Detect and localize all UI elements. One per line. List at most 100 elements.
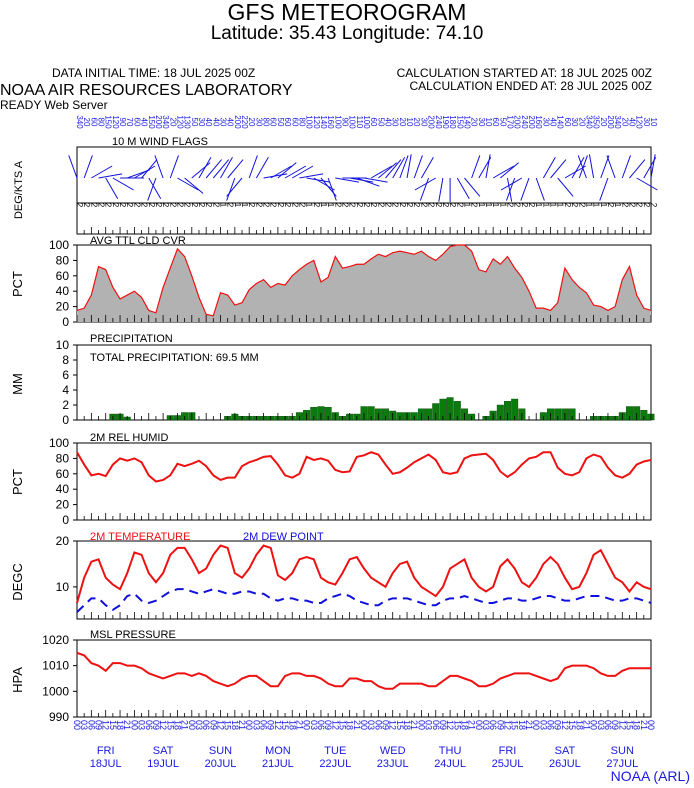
- y-tick-label-cloud-1: 20: [56, 300, 70, 314]
- wind-flag-32: [306, 177, 331, 183]
- x-hour-label-36: 12: [330, 720, 340, 730]
- calculation-started: CALCULATION STARTED AT: 18 JUL 2025 00Z: [396, 66, 652, 80]
- x-hour-label-31: 21: [294, 720, 304, 730]
- x-hour-label-71: 21: [581, 720, 591, 730]
- wind-speed-label-72: 1: [592, 203, 601, 208]
- x-hour-label-54: 18: [459, 720, 469, 730]
- x-hour-label-45: 15: [395, 720, 405, 730]
- wind-direction-label-18: 40: [204, 118, 213, 127]
- x-hour-label-57: 03: [481, 720, 491, 730]
- location-subtitle: Latitude: 35.43 Longitude: 74.10: [210, 23, 484, 44]
- wind-direction-label-55: 20: [470, 118, 479, 127]
- x-hour-label-3: 09: [94, 720, 104, 730]
- x-hour-label-65: 03: [538, 720, 548, 730]
- x-hour-label-4: 12: [101, 720, 111, 730]
- cloud-ylabel: PCT: [10, 271, 25, 297]
- wind-speed-label-1: 2: [82, 203, 91, 208]
- wind-speed-label-64: 1: [534, 203, 543, 208]
- x-hour-label-5: 15: [108, 720, 118, 730]
- wind-speed-label-58: 1: [491, 203, 500, 208]
- wind-speed-label-69: 2: [570, 203, 579, 208]
- wind-direction-label-80: 10: [649, 118, 658, 127]
- wind-speed-label-26: 2: [262, 203, 271, 208]
- wind-flag-77: [629, 159, 646, 179]
- wind-flag-78: [636, 177, 658, 191]
- wind-speed-label-12: 2: [161, 203, 170, 208]
- wind-direction-label-63: 200: [527, 115, 536, 129]
- wind-direction-label-10: 150: [147, 115, 156, 129]
- x-hour-label-56: 00: [474, 720, 484, 730]
- wind-direction-label-59: 50: [498, 118, 507, 127]
- x-hour-label-59: 09: [495, 720, 505, 730]
- wind-speed-label-53: 2: [455, 203, 464, 208]
- wind-direction-label-53: 150: [455, 115, 464, 129]
- day-date-2: 20JUL: [205, 758, 237, 770]
- wind-flag-18: [205, 159, 222, 179]
- day-date-7: 25JUL: [492, 758, 524, 770]
- wind-speed-label-71: 1: [584, 203, 593, 208]
- x-hour-label-41: 03: [366, 720, 376, 730]
- wind-speed-label-18: 2: [204, 203, 213, 208]
- x-hour-label-60: 12: [503, 720, 513, 730]
- y-tick-label-precip-1: 2: [62, 398, 69, 412]
- wind-flag-12: [154, 155, 164, 179]
- wind-flag-44: [392, 156, 406, 179]
- wind-flag-64: [535, 177, 545, 201]
- wind-flag-11: [147, 177, 157, 201]
- wind-flag-47: [413, 155, 423, 179]
- x-hour-label-49: 03: [424, 720, 434, 730]
- wind-flag-33: [313, 177, 335, 191]
- x-hour-label-13: 15: [165, 720, 175, 730]
- x-hour-label-67: 09: [553, 720, 563, 730]
- precip-panel-title: PRECIPITATION: [90, 333, 173, 345]
- wind-direction-label-66: 40: [549, 118, 558, 127]
- day-of-week-6: THU: [439, 745, 462, 757]
- wind-flag-41: [370, 165, 393, 179]
- day-of-week-2: SUN: [209, 745, 232, 757]
- wind-direction-label-33: 120: [312, 115, 321, 129]
- day-of-week-9: SUN: [611, 745, 634, 757]
- wind-flag-27: [270, 165, 292, 179]
- wind-direction-label-13: 20: [168, 118, 177, 127]
- wind-speed-label-48: 2: [419, 203, 428, 208]
- wind-speed-label-17: 2: [197, 203, 206, 208]
- y-tick-label-precip-0: 0: [62, 413, 69, 427]
- wind-flag-63: [520, 177, 530, 201]
- pressure-ylabel: HPA: [10, 667, 25, 693]
- wind-flag-25: [255, 156, 269, 179]
- x-hour-label-55: 21: [467, 720, 477, 730]
- wind-speed-label-73: 1: [599, 203, 608, 208]
- x-hour-label-20: 12: [216, 720, 226, 730]
- x-hour-label-47: 21: [409, 720, 419, 730]
- x-hour-label-26: 06: [259, 720, 269, 730]
- wind-direction-label-36: 100: [333, 115, 342, 129]
- dewpoint-legend: 2M DEW POINT: [243, 531, 324, 543]
- wind-direction-label-47: 20: [412, 118, 421, 127]
- wind-speed-label-5: 2: [111, 203, 120, 208]
- wind-flag-65: [542, 156, 556, 179]
- wind-speed-label-31: 2: [297, 203, 306, 208]
- wind-speed-label-23: 1: [240, 203, 249, 208]
- wind-direction-label-52: 180: [448, 115, 457, 129]
- wind-flag-10: [148, 177, 162, 200]
- x-hour-label-17: 03: [194, 720, 204, 730]
- x-hour-label-23: 21: [237, 720, 247, 730]
- wind-speed-label-75: 1: [613, 203, 622, 208]
- cloud-area: [77, 245, 651, 322]
- temperature-ylabel: DEGC: [10, 563, 25, 601]
- day-of-week-8: SAT: [555, 745, 576, 757]
- wind-direction-label-61: 200: [513, 115, 522, 129]
- panel-frame-0: [76, 146, 652, 235]
- x-hour-label-74: 06: [603, 720, 613, 730]
- wind-direction-label-48: 30: [419, 118, 428, 127]
- wind-speed-label-32: 1: [305, 203, 314, 208]
- wind-speed-label-41: 2: [369, 203, 378, 208]
- y-tick-label-cloud-5: 100: [49, 238, 69, 252]
- wind-speed-label-49: 2: [427, 203, 436, 208]
- wind-flag-4: [105, 177, 119, 200]
- wind-direction-label-21: 40: [226, 118, 235, 127]
- wind-flag-76: [621, 155, 631, 179]
- y-tick-label-temp-0: 10: [56, 580, 70, 594]
- wind-speed-label-38: 2: [348, 203, 357, 208]
